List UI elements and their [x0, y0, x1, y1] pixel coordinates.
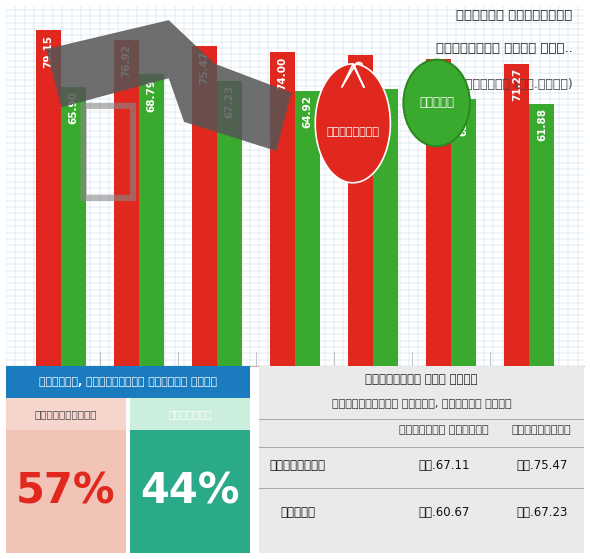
Text: 72.39: 72.39 [434, 63, 444, 96]
Text: डीजल्: डीजल् [280, 506, 315, 519]
Text: 75.47: 75.47 [199, 50, 209, 84]
Text: रू.75.47: रू.75.47 [516, 459, 568, 472]
Text: प्रस्तुतं: प्रस्तुतं [512, 425, 572, 435]
Text: 71.27: 71.27 [512, 68, 522, 101]
Text: 76.92: 76.92 [121, 44, 131, 77]
Bar [270, 52, 295, 366]
Text: डीजल्पै: डीजल्पै [168, 409, 212, 419]
Text: लीटरकु (रू.ल्लो): लीटरकु (रू.ल्लो) [465, 78, 572, 91]
Text: 73.39: 73.39 [356, 59, 366, 92]
Bar [295, 91, 320, 366]
Bar [426, 59, 451, 366]
Text: प्रमुख नगराल्लो: प्रमुख नगराल्लो [456, 9, 572, 22]
Text: 74.00: 74.00 [277, 56, 287, 90]
Bar [373, 89, 398, 366]
Bar [529, 103, 555, 366]
Text: रू.67.11: रू.67.11 [418, 459, 470, 472]
Text: 68.79: 68.79 [146, 79, 156, 112]
FancyBboxPatch shape [6, 366, 250, 398]
Text: रोजुवारी धरल सवरण: रोजुवारी धरल सवरण [365, 373, 477, 386]
Text: 61.88: 61.88 [537, 108, 547, 141]
Bar [61, 87, 86, 366]
Text: पेट्रोल्पै: पेट्रोल्पै [34, 409, 97, 419]
Text: मंगळवारं धरलु इला..: मंगळवारं धरलु इला.. [436, 42, 572, 55]
FancyBboxPatch shape [130, 398, 250, 430]
Text: 67.23: 67.23 [224, 85, 234, 119]
Text: 65.23: 65.23 [381, 94, 391, 127]
Text: 57%: 57% [16, 471, 116, 513]
Bar [35, 30, 61, 366]
Ellipse shape [404, 60, 470, 146]
Text: 62.92: 62.92 [459, 103, 469, 136]
Bar [217, 81, 242, 366]
Text: गतेदादि जूलेलो: गतेदादि जूलेलो [399, 425, 489, 435]
Bar [504, 64, 529, 366]
Text: केंद्र, राष्ट्राल पन्नुल भारं: केंद्र, राष्ट्राल पन्नुल भारं [39, 377, 217, 387]
Bar [192, 46, 217, 366]
Text: ⛽: ⛽ [74, 97, 140, 205]
Bar [348, 55, 373, 366]
Text: 79.15: 79.15 [43, 35, 53, 68]
Text: विधानानिकि मुंदु, तर्वात धरलु: विधानानिकि मुंदु, तर्वात धरलु [332, 399, 511, 409]
Text: पेट्रोल्: पेट्रोल् [270, 459, 326, 472]
Polygon shape [46, 20, 291, 151]
Bar [139, 74, 164, 366]
Bar [114, 40, 139, 366]
Text: रू.67.23: रू.67.23 [516, 506, 568, 519]
Text: 64.92: 64.92 [303, 95, 313, 128]
FancyBboxPatch shape [258, 366, 584, 553]
FancyBboxPatch shape [6, 398, 126, 430]
FancyBboxPatch shape [6, 430, 126, 553]
FancyBboxPatch shape [130, 430, 250, 553]
Text: रू.60.67: रू.60.67 [418, 506, 470, 519]
Text: पेट्रोल्: पेट्रोल् [326, 127, 379, 137]
Text: 44%: 44% [140, 471, 240, 513]
Bar [451, 100, 476, 366]
Text: 65.90: 65.90 [68, 91, 78, 124]
Text: डीजल्: डीजल् [419, 97, 454, 110]
PathPatch shape [315, 64, 391, 183]
